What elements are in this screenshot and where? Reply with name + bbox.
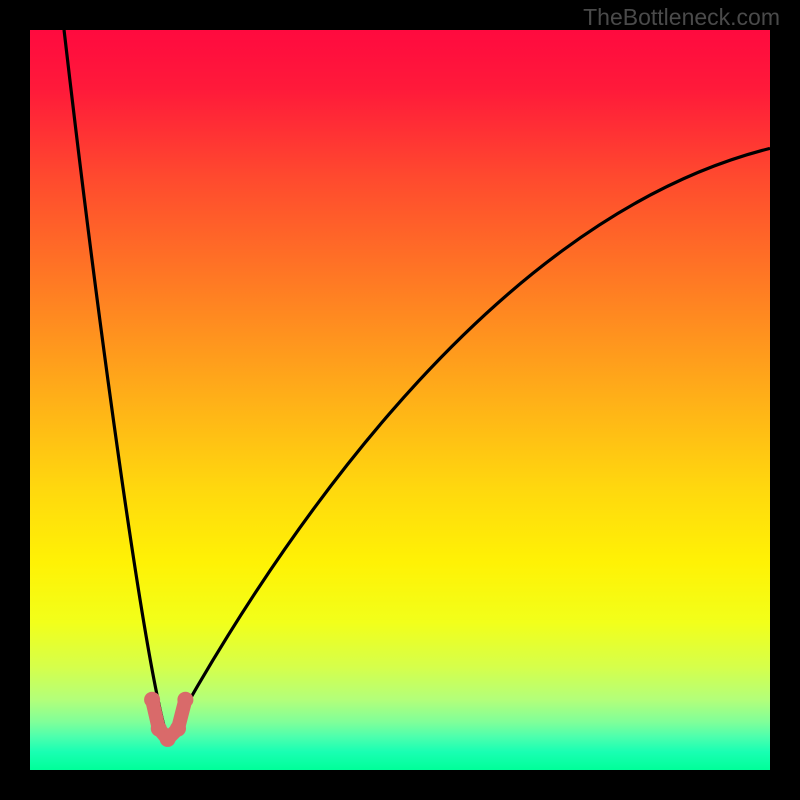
bottleneck-curve-chart <box>30 30 770 770</box>
chart-frame: TheBottleneck.com <box>0 0 800 800</box>
optimal-range-dot <box>177 692 193 708</box>
watermark-text: TheBottleneck.com <box>583 4 780 31</box>
plot-area <box>30 30 770 770</box>
optimal-range-dot <box>170 721 186 737</box>
optimal-range-dot <box>144 692 160 708</box>
